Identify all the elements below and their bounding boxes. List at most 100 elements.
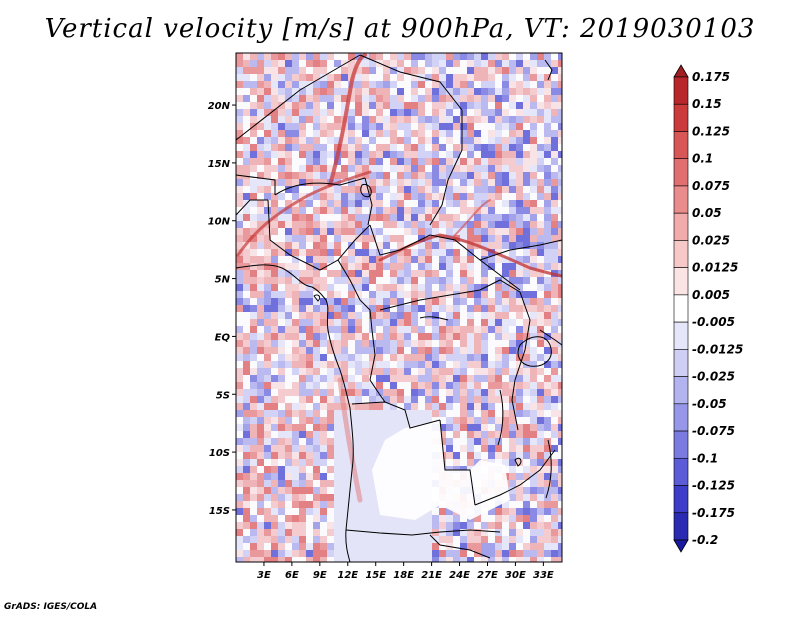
field-cell [327, 207, 334, 214]
field-cell [390, 137, 397, 144]
field-cell [467, 543, 474, 550]
field-cell [516, 186, 523, 193]
field-cell [369, 319, 376, 326]
field-cell [446, 445, 453, 452]
field-cell [404, 277, 411, 284]
field-cell [530, 501, 537, 508]
field-cell [334, 284, 341, 291]
field-cell [509, 53, 516, 60]
field-cell [327, 242, 334, 249]
field-cell [544, 354, 551, 361]
field-cell [369, 165, 376, 172]
field-cell [355, 144, 362, 151]
field-cell [285, 151, 292, 158]
field-cell [369, 53, 376, 60]
field-cell [439, 179, 446, 186]
field-cell [236, 291, 243, 298]
field-cell [383, 158, 390, 165]
field-cell [327, 480, 334, 487]
field-cell [390, 375, 397, 382]
field-cell [264, 235, 271, 242]
field-cell [488, 319, 495, 326]
field-cell [285, 235, 292, 242]
field-cell [327, 529, 334, 536]
field-cell [530, 95, 537, 102]
field-cell [495, 165, 502, 172]
field-cell [320, 326, 327, 333]
field-cell [523, 165, 530, 172]
field-cell [495, 74, 502, 81]
field-cell [537, 116, 544, 123]
field-cell [250, 452, 257, 459]
field-cell [348, 200, 355, 207]
field-cell [236, 242, 243, 249]
field-cell [292, 515, 299, 522]
field-cell [355, 277, 362, 284]
field-cell [327, 116, 334, 123]
field-cell [537, 305, 544, 312]
field-cell [383, 277, 390, 284]
field-cell [551, 95, 558, 102]
border-congo [369, 329, 386, 403]
colorbar-segment [673, 76, 689, 105]
field-cell [453, 375, 460, 382]
field-cell [432, 270, 439, 277]
field-cell [285, 193, 292, 200]
field-cell [474, 319, 481, 326]
field-cell [264, 228, 271, 235]
colorbar-label: 0.175 [692, 70, 730, 84]
field-cell [509, 102, 516, 109]
field-cell [551, 459, 558, 466]
field-cell [257, 494, 264, 501]
field-cell [397, 95, 404, 102]
map-field [236, 53, 562, 562]
field-cell [397, 221, 404, 228]
field-cell [551, 200, 558, 207]
field-cell [390, 403, 397, 410]
field-cell [299, 375, 306, 382]
field-cell [397, 200, 404, 207]
field-cell [551, 214, 558, 221]
field-cell [516, 501, 523, 508]
field-cell [544, 382, 551, 389]
field-cell [425, 319, 432, 326]
border-sudan-chad [429, 110, 463, 226]
field-cell [551, 305, 558, 312]
field-cell [341, 172, 348, 179]
field-cell [453, 403, 460, 410]
field-cell [271, 494, 278, 501]
field-cell [306, 354, 313, 361]
field-cell [250, 144, 257, 151]
field-cell [516, 347, 523, 354]
field-cell [320, 172, 327, 179]
field-cell [516, 487, 523, 494]
field-cell [558, 522, 562, 529]
coast-east [544, 59, 553, 81]
field-cell [243, 207, 250, 214]
field-cell [544, 256, 551, 263]
field-cell [390, 116, 397, 123]
field-cell [502, 438, 509, 445]
field-cell [250, 466, 257, 473]
field-cell [439, 270, 446, 277]
field-cell [439, 361, 446, 368]
field-cell [523, 354, 530, 361]
field-cell [285, 403, 292, 410]
field-cell [439, 431, 446, 438]
colorbar-label: -0.025 [692, 370, 735, 384]
field-cell [243, 88, 250, 95]
field-cell [292, 410, 299, 417]
field-cell [306, 221, 313, 228]
field-cell [432, 116, 439, 123]
field-cell [432, 277, 439, 284]
field-cell [257, 410, 264, 417]
field-cell [474, 214, 481, 221]
field-cell [495, 410, 502, 417]
field-cell [257, 347, 264, 354]
field-cell [355, 130, 362, 137]
field-cell [551, 557, 558, 562]
field-cell [334, 137, 341, 144]
field-cell [439, 508, 446, 515]
field-cell [495, 326, 502, 333]
field-cell [558, 452, 562, 459]
